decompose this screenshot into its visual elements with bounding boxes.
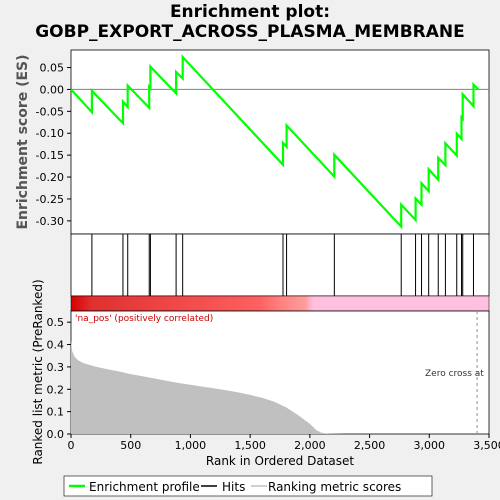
x-tick-label: 2,000: [294, 439, 326, 452]
x-axis-label: Rank in Ordered Dataset: [206, 454, 354, 468]
x-tick-label: 500: [120, 439, 141, 452]
es-y-tick-label: -0.20: [36, 171, 64, 184]
metric-y-axis-label: Ranked list metric (PreRanked): [31, 279, 45, 464]
metric-y-tick-label: 0.3: [47, 361, 65, 374]
ranking-metric-area: [71, 340, 478, 434]
es-y-axis-label: Enrichment score (ES): [15, 54, 31, 229]
enrichment-profile-line: [70, 54, 480, 230]
metric-y-tick-label: 0.0: [47, 428, 65, 441]
es-y-tick-label: -0.25: [36, 193, 64, 206]
es-y-tick-label: -0.10: [36, 127, 64, 140]
es-y-tick-label: 0.05: [40, 62, 65, 75]
zero-cross-label: Zero cross at: [425, 369, 484, 379]
legend: Enrichment profile Hits Ranking metric s…: [63, 475, 433, 497]
metric-y-ticks: 0.0 0.1 0.2 0.3 0.4 0.5: [47, 316, 71, 441]
x-tick-label: 2,500: [354, 439, 386, 452]
es-y-ticks: 0.05 0.00 -0.05 -0.10 -0.15 -0.20 -0.25 -0.30: [36, 62, 71, 228]
es-y-tick-label: -0.15: [36, 149, 64, 162]
es-y-tick-label: 0.00: [40, 83, 65, 96]
pos-correlated-label: 'na_pos' (positively correlated): [75, 314, 213, 324]
legend-profile-label: Enrichment profile: [89, 480, 200, 494]
x-tick-label: 1,500: [234, 439, 266, 452]
x-tick-label: 3,000: [414, 439, 446, 452]
hit-markers: [91, 234, 474, 296]
x-axis-ticks: 0 500 1,000 1,500 2,000 2,500 3,000 3,500: [68, 434, 500, 452]
chart-title-line1: Enrichment plot:: [169, 2, 331, 22]
chart-title-line2: GOBP_EXPORT_ACROSS_PLASMA_MEMBRANE: [35, 22, 465, 42]
metric-y-tick-label: 0.4: [47, 339, 65, 352]
es-y-tick-label: -0.30: [36, 215, 64, 228]
hits-plot-area: [70, 233, 490, 297]
es-plot-area: [70, 49, 490, 235]
chart-title: Enrichment plot: GOBP_EXPORT_ACROSS_PLAS…: [0, 2, 500, 42]
metric-y-tick-label: 0.5: [47, 316, 65, 329]
es-y-tick-label: -0.05: [36, 105, 64, 118]
metric-y-tick-label: 0.2: [47, 383, 65, 396]
x-tick-label: 0: [68, 439, 75, 452]
legend-metric-label: Ranking metric scores: [268, 480, 401, 494]
metric-y-tick-label: 0.1: [47, 406, 65, 419]
x-tick-label: 3,500: [473, 439, 500, 452]
legend-box: [63, 475, 433, 497]
x-tick-label: 1,000: [175, 439, 207, 452]
legend-hits-label: Hits: [222, 480, 245, 494]
rank-color-bar: [70, 295, 490, 312]
